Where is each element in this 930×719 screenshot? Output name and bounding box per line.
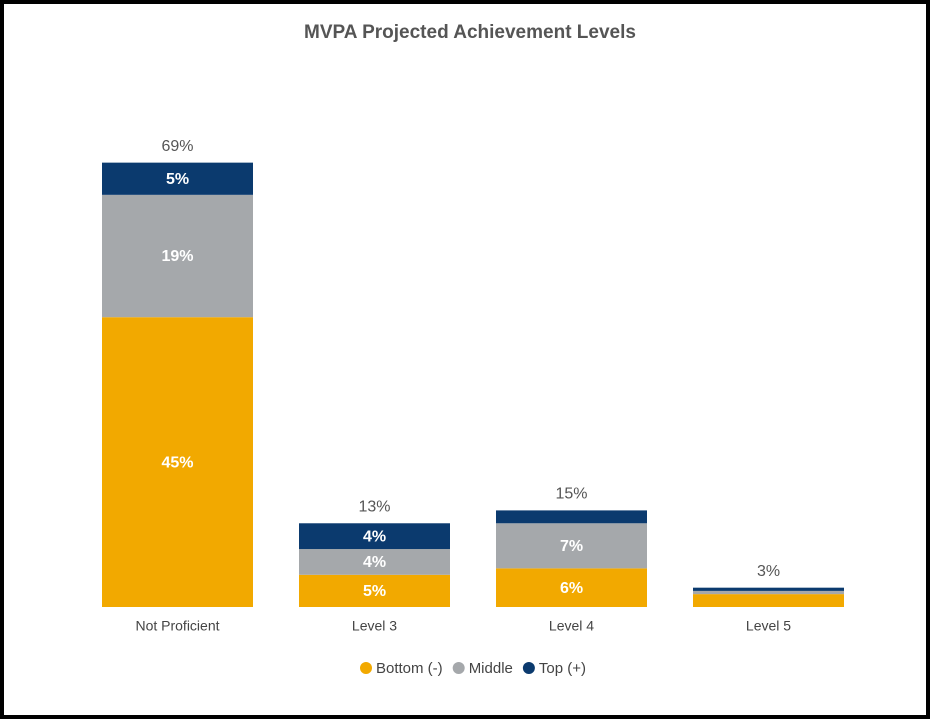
data-label: 4%: [363, 528, 386, 545]
bar-segment: [299, 549, 450, 575]
total-label: 69%: [161, 138, 193, 155]
x-tick-label: Level 3: [352, 618, 397, 634]
bar-segment: [693, 587, 844, 591]
data-label: 6%: [560, 580, 583, 597]
bar-segment: [496, 568, 647, 607]
total-label: 13%: [358, 498, 390, 515]
bar-segment: [102, 317, 253, 607]
x-tick-label: Level 5: [746, 618, 791, 634]
total-label: 3%: [757, 563, 780, 580]
total-label: 15%: [555, 486, 587, 503]
legend-label: Top (+): [539, 660, 586, 677]
x-tick-label: Level 4: [549, 618, 594, 634]
data-label: 7%: [560, 538, 583, 555]
x-tick-label: Not Proficient: [135, 618, 219, 634]
bar-segment: [102, 162, 253, 195]
bar-segment: [693, 590, 844, 595]
bar-segment: [299, 574, 450, 607]
legend-label: Bottom (-): [376, 660, 443, 677]
bar-segment: [496, 510, 647, 524]
data-label: 5%: [363, 583, 386, 600]
bar-segment: [496, 523, 647, 569]
data-label: 5%: [166, 171, 189, 188]
legend-marker: [360, 662, 373, 674]
bar-segment: [299, 523, 450, 550]
data-label: 45%: [161, 454, 193, 471]
bar-segment: [693, 594, 844, 607]
bar-segment: [102, 194, 253, 318]
legend-marker: [452, 662, 465, 674]
legend-label: Middle: [469, 660, 513, 677]
data-label: 4%: [363, 554, 386, 571]
data-label: 19%: [161, 248, 193, 265]
chart-title: MVPA Projected Achievement Levels: [304, 22, 636, 43]
legend-marker: [522, 662, 535, 674]
